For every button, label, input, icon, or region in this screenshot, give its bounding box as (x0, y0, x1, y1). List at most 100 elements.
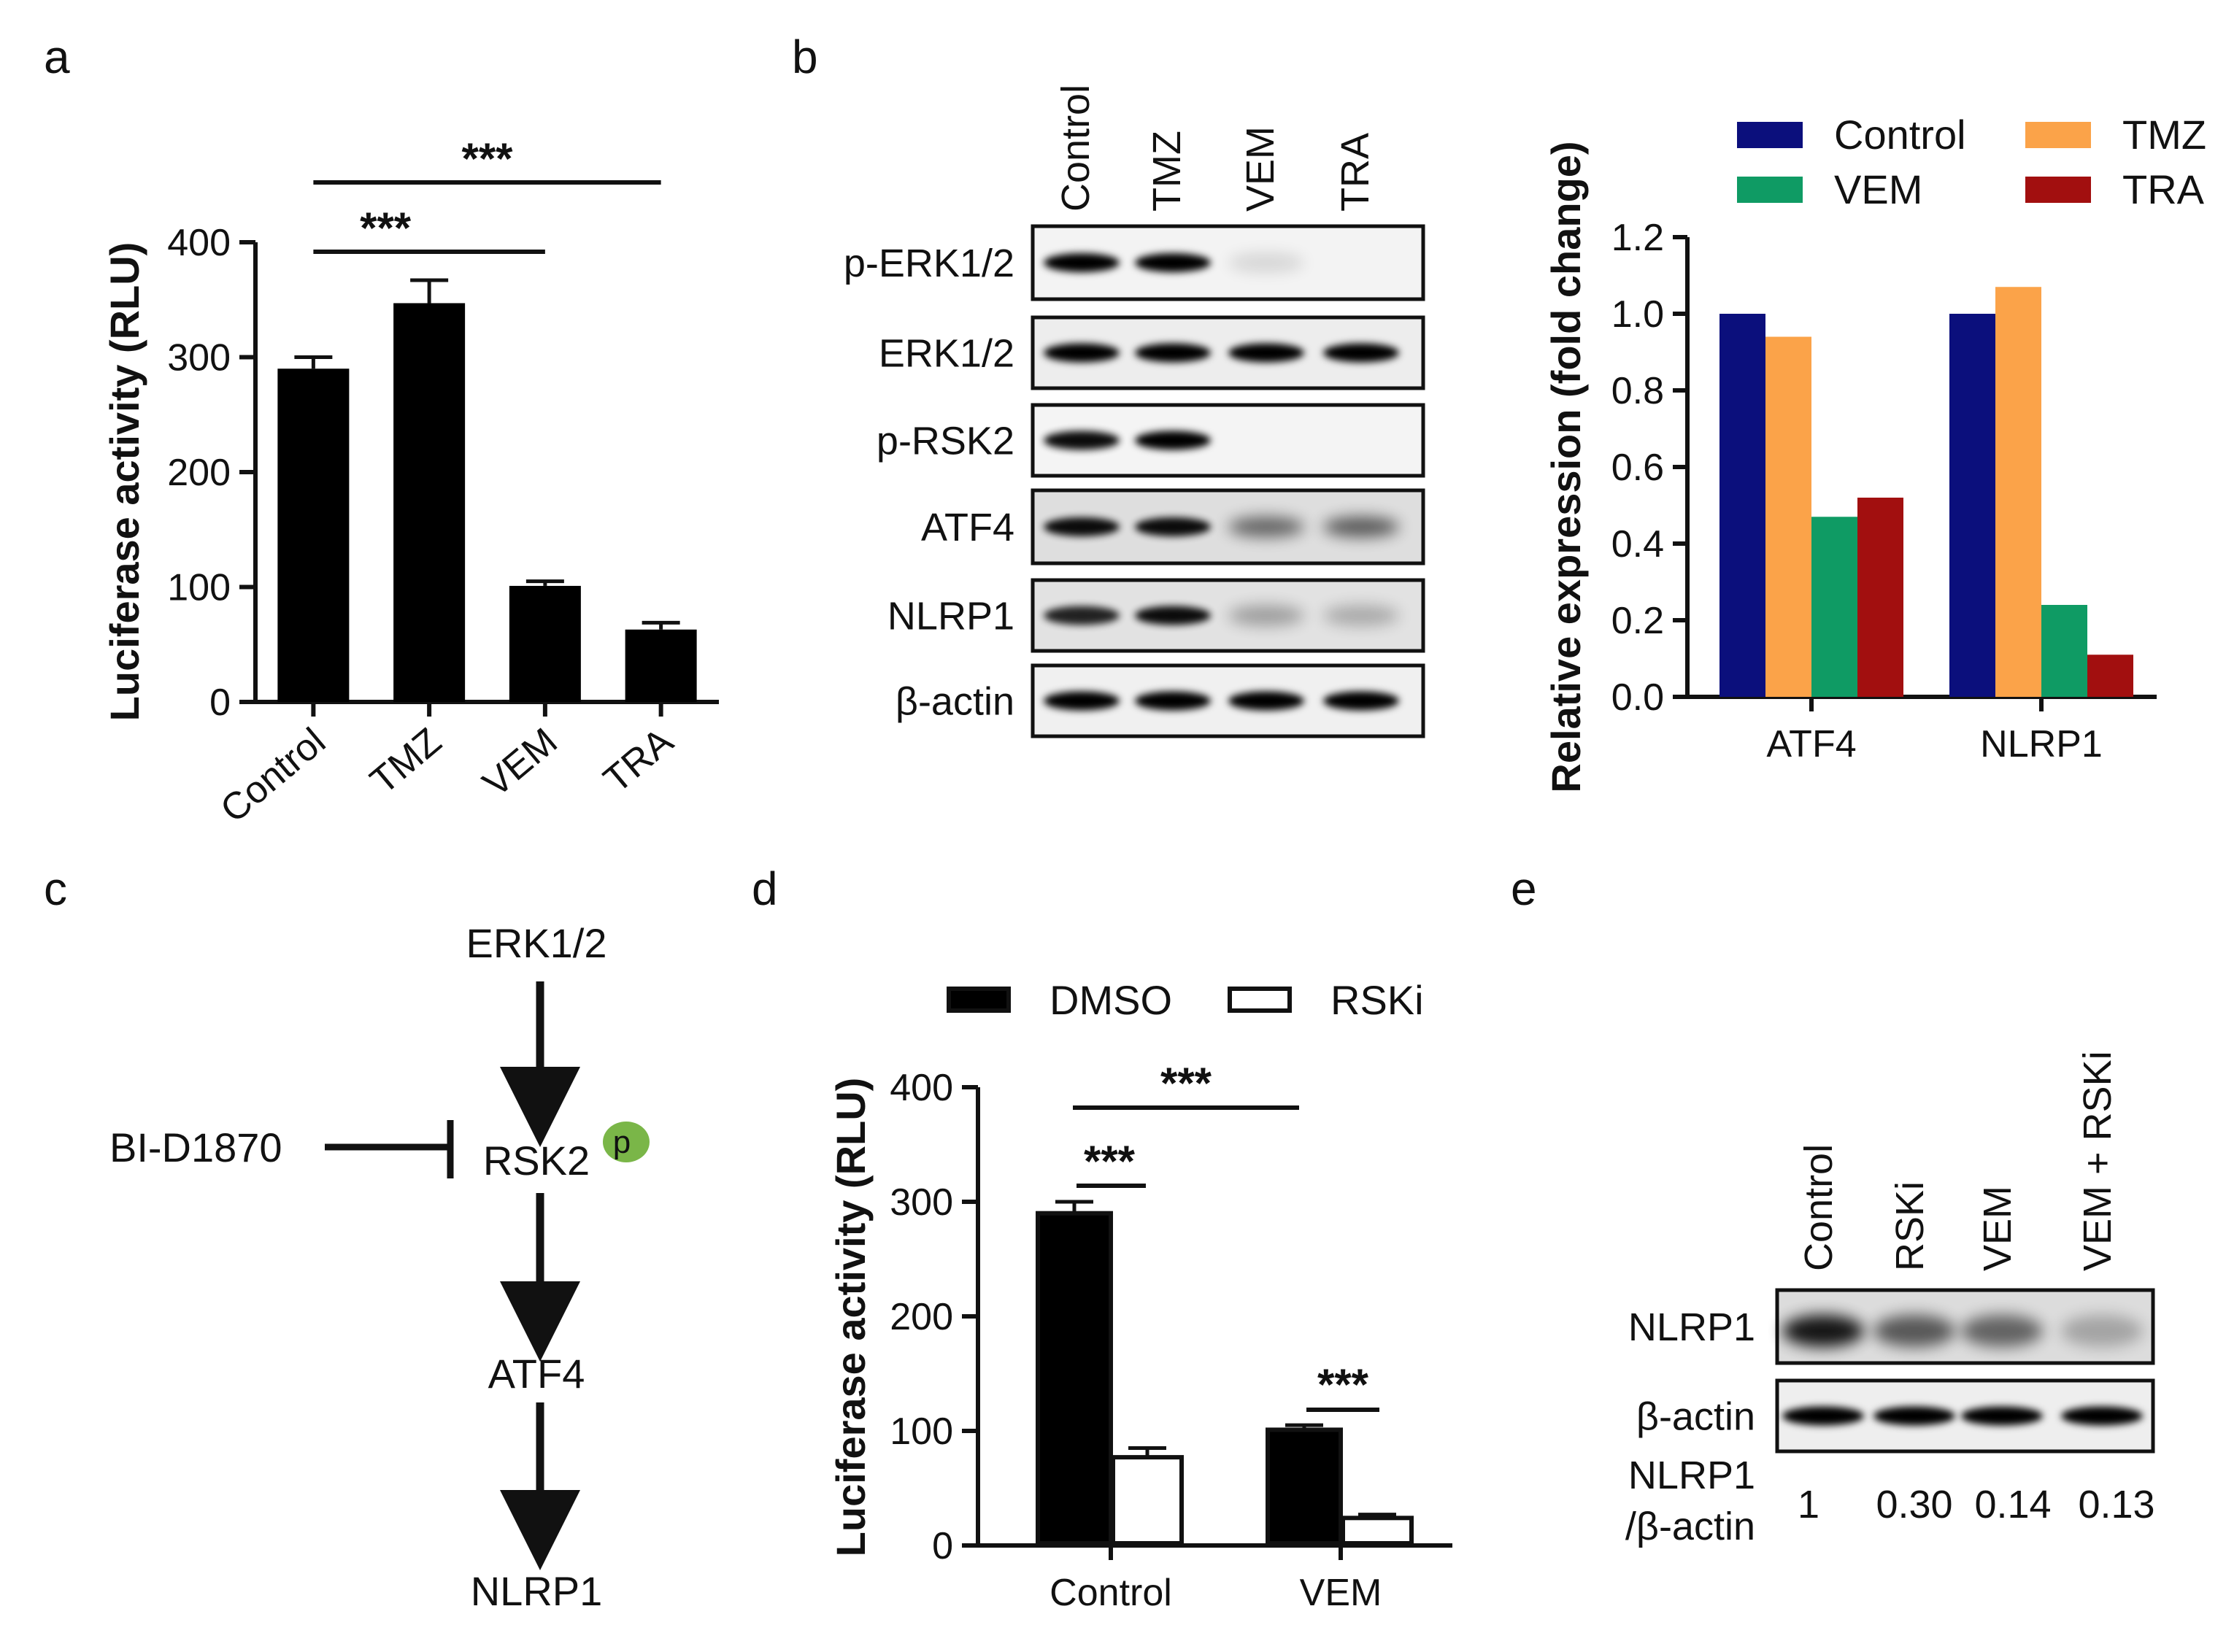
chart-d-bar-control-rski (1111, 1455, 1184, 1545)
blot-b-band (1323, 343, 1399, 363)
blot-b-band (1135, 606, 1211, 625)
blot-e-ratio-value: 0.30 (1876, 1483, 1952, 1526)
chart-d-x-label: VEM (1300, 1572, 1382, 1614)
blot-b-lane-label: TRA (1333, 133, 1377, 212)
chart-b-legend-label: TMZ (2122, 112, 2206, 158)
chart-d-y-tick-label: 400 (890, 1067, 953, 1109)
chart-b-y-tick-label: 1.2 (1611, 217, 1664, 259)
blot-b-band (1228, 605, 1304, 626)
pathway-diagram: ERK1/2 RSK2 p BI-D1870 ATF4 NLRP1 (109, 920, 650, 1614)
blot-b-lane-label: TMZ (1145, 131, 1189, 212)
western-blot-b: Control TMZ VEM TRA p-ERK1/2 ERK1/2 p-RSK2 ATF4… (844, 85, 1425, 738)
chart-a-y-tick-label: 400 (167, 222, 231, 264)
chart-a-x-label: TMZ (363, 720, 450, 803)
chart-b-y-tick-label: 0.6 (1611, 447, 1664, 489)
blot-b-band (1135, 343, 1211, 363)
panel-letter-d: d (752, 862, 778, 915)
blot-b-band (1323, 691, 1399, 711)
chart-b-bar-nlrp1-vem (2041, 605, 2087, 697)
chart-a: Luciferase activity (RLU) 0 100 200 300 400 C… (101, 134, 719, 831)
chart-d: Luciferase activity (RLU) 0 100 200 300 400 C… (828, 977, 1452, 1614)
blot-e-ratio-value: 1 (1798, 1483, 1819, 1526)
chart-d-bar-vem-dmso (1266, 1427, 1343, 1546)
blot-e-band (1782, 1315, 1864, 1347)
chart-d-y-tick-label: 100 (890, 1410, 953, 1453)
blot-b-row-label: NLRP1 (887, 595, 1014, 638)
chart-d-legend-label: DMSO (1050, 977, 1172, 1023)
blot-e-band (1961, 1315, 2043, 1347)
chart-b-bar-atf4-tra (1857, 498, 1903, 697)
blot-b-band (1323, 517, 1399, 537)
blot-b-band (1228, 343, 1304, 363)
chart-b-bar-nlrp1-tmz (1995, 287, 2041, 697)
chart-a-sig-label: *** (360, 204, 412, 252)
chart-a-y-tick-label: 100 (167, 567, 231, 609)
chart-b-bar-atf4-control (1719, 314, 1765, 697)
blot-b-band (1228, 517, 1304, 537)
blot-e-ratio-label-2: /β-actin (1625, 1505, 1755, 1548)
pathway-node-nlrp1: NLRP1 (471, 1568, 603, 1614)
chart-b-legend-swatch (1737, 177, 1803, 203)
phospho-label: p (613, 1124, 631, 1160)
blot-b-band (1044, 431, 1120, 450)
chart-d-bar-control-dmso (1036, 1211, 1113, 1545)
pathway-node-atf4: ATF4 (488, 1351, 585, 1397)
blot-e-band (2061, 1406, 2143, 1426)
panel-letter-b: b (792, 31, 818, 83)
panel-letter-c: c (44, 862, 67, 915)
chart-b-y-tick-label: 0.8 (1611, 370, 1664, 412)
blot-b-band (1044, 253, 1120, 272)
chart-a-x-label: VEM (475, 720, 566, 806)
chart-d-legend-swatch (1228, 987, 1292, 1013)
phospho-dot (603, 1122, 650, 1162)
chart-d-y-tick-label: 0 (932, 1525, 953, 1567)
chart-b-legend-swatch (2025, 177, 2091, 203)
chart-b-legend-swatch (1737, 122, 1803, 148)
blot-b-row-label: ATF4 (921, 506, 1014, 549)
blot-b-band (1228, 691, 1304, 711)
chart-b-bar-atf4-vem (1811, 517, 1857, 697)
blot-b-row-label: p-ERK1/2 (844, 242, 1014, 285)
chart-a-bar-vem (509, 585, 581, 702)
chart-b-bar-nlrp1-control (1949, 314, 1995, 697)
blot-e-row-label: β-actin (1636, 1395, 1755, 1439)
chart-d-x-label: Control (1050, 1572, 1172, 1614)
chart-b-y-tick-label: 1.0 (1611, 293, 1664, 336)
chart-b-legend-swatch (2025, 122, 2091, 148)
blot-b-band (1323, 605, 1399, 626)
blot-e-lane-label: VEM (1976, 1186, 2019, 1271)
chart-b-x-label: ATF4 (1766, 723, 1856, 765)
chart-d-y-tick-label: 200 (890, 1296, 953, 1338)
blot-e-ratio-value: 0.14 (1974, 1483, 2051, 1526)
blot-b-row-label: p-RSK2 (877, 420, 1014, 463)
chart-a-bar-control (277, 368, 350, 702)
chart-b-y-tick-label: 0.4 (1611, 523, 1664, 566)
chart-b-y-title: Relative expression (fold change) (1543, 141, 1589, 792)
chart-d-sig-label: *** (1160, 1059, 1212, 1108)
blot-e-ratio-value: 0.13 (2078, 1483, 2154, 1526)
chart-b-bar-atf4-tmz (1765, 336, 1811, 697)
panel-letter-e: e (1511, 862, 1537, 915)
blot-b-lane-label: VEM (1239, 126, 1282, 212)
chart-d-sig-label: *** (1317, 1360, 1369, 1409)
chart-d-sig-label: *** (1084, 1137, 1136, 1186)
blot-b-band (1228, 253, 1304, 272)
chart-d-legend-label: RSKi (1330, 977, 1424, 1023)
blot-b-band (1044, 343, 1120, 363)
blot-b-band (1135, 691, 1211, 711)
blot-e-row-label: NLRP1 (1628, 1305, 1755, 1349)
chart-a-y-tick-label: 300 (167, 337, 231, 379)
chart-a-y-tick-label: 200 (167, 452, 231, 494)
chart-b-y-tick-label: 0.2 (1611, 600, 1664, 642)
chart-b-quantification: Relative expression (fold change) 0.0 0.2… (1543, 112, 2206, 793)
inhibitor-label: BI-D1870 (109, 1124, 282, 1170)
blot-b-row-label: ERK1/2 (879, 332, 1014, 376)
blot-e-band (1782, 1406, 1864, 1426)
chart-b-bar-nlrp1-tra (2087, 655, 2133, 697)
chart-a-y-title: Luciferase activity (RLU) (101, 242, 147, 722)
chart-d-y-tick-label: 300 (890, 1181, 953, 1224)
chart-a-bar-tra (625, 629, 697, 702)
blot-e-band (2061, 1315, 2143, 1347)
blot-e-band (1873, 1406, 1955, 1426)
blot-b-lane-label: Control (1054, 85, 1098, 212)
